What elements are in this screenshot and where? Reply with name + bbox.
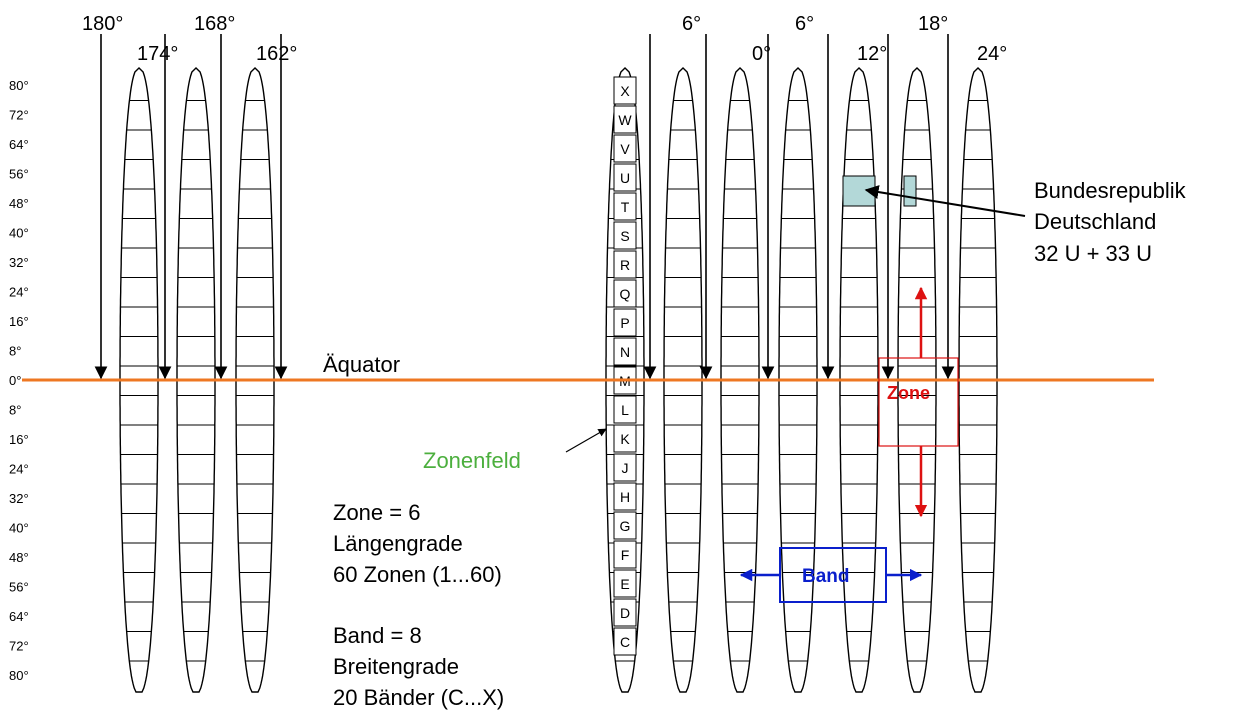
legend-zone-line-3: 60 Zonen (1...60) [333, 562, 502, 587]
band-letter-box [613, 76, 637, 105]
latitude-label: 16° [9, 432, 29, 447]
longitude-arrows [94, 34, 955, 380]
longitude-label: 6° [795, 13, 814, 35]
latitude-label: 64° [9, 609, 29, 624]
band-letter: T [621, 199, 630, 215]
band-letter-box [613, 134, 637, 163]
legend-zone-line-2: Längengrade [333, 531, 463, 556]
band-letter: C [620, 634, 630, 650]
latitude-label: 16° [9, 314, 29, 329]
longitude-label: 168° [194, 13, 235, 35]
latitude-label: 64° [9, 137, 29, 152]
longitude-label: 12° [857, 43, 887, 65]
latitude-label: 48° [9, 550, 29, 565]
latitude-label: 40° [9, 226, 29, 241]
band-letter: V [620, 141, 630, 157]
latitude-label: 40° [9, 521, 29, 536]
zone-annotation-box [878, 357, 959, 447]
longitude-label: 180° [82, 13, 123, 35]
band-letter-box [613, 453, 637, 482]
germany-callout-line-1: Bundesrepublik [1034, 178, 1187, 203]
zone-annotation-label: Zone [887, 383, 930, 403]
legend-band-line-3: 20 Bänder (C...X) [333, 685, 504, 710]
band-letter: Q [620, 286, 631, 302]
band-letter-box [613, 424, 637, 453]
band-letter: F [621, 547, 630, 563]
band-letter-box [613, 337, 637, 366]
latitude-label: 8° [9, 344, 21, 359]
band-letter-box [613, 221, 637, 250]
latitude-label: 80° [9, 668, 29, 683]
germany-zone-33u [903, 175, 917, 207]
zonenfeld-label: Zonenfeld [423, 448, 521, 473]
latitude-label: 56° [9, 580, 29, 595]
band-letter: W [618, 112, 632, 128]
longitude-label: 18° [918, 13, 948, 35]
band-letter-box [613, 279, 637, 308]
band-letter: D [620, 605, 630, 621]
legend-band-line-1: Band = 8 [333, 623, 422, 648]
band-letter: K [620, 431, 630, 447]
band-letter-box [613, 569, 637, 598]
latitude-label: 24° [9, 462, 29, 477]
latitude-label: 0° [9, 373, 21, 388]
latitude-label: 24° [9, 285, 29, 300]
band-letter-box [613, 627, 637, 656]
band-letter-column: XWVUTSRQPNMLKJHGFEDC [613, 76, 637, 656]
latitude-label: 32° [9, 491, 29, 506]
band-letter: R [620, 257, 630, 273]
band-letter-box [613, 395, 637, 424]
zonenfeld-pointer-arrow [565, 428, 607, 453]
band-letter: S [620, 228, 629, 244]
longitude-label: 0° [752, 43, 771, 65]
band-letter: E [620, 576, 629, 592]
band-letter-box [613, 598, 637, 627]
latitude-label: 72° [9, 639, 29, 654]
germany-pointer-arrow [864, 185, 1026, 217]
legend-band-line-2: Breitengrade [333, 654, 459, 679]
latitude-label: 72° [9, 108, 29, 123]
longitude-label: 6° [682, 13, 701, 35]
band-letter: G [620, 518, 631, 534]
band-letter: P [620, 315, 629, 331]
longitude-label: 24° [977, 43, 1007, 65]
band-letter: U [620, 170, 630, 186]
latitude-label: 32° [9, 255, 29, 270]
latitude-label: 56° [9, 167, 29, 182]
latitude-label: 80° [9, 78, 29, 93]
band-letter: X [620, 83, 630, 99]
latitude-label: 48° [9, 196, 29, 211]
band-letter-box [613, 163, 637, 192]
band-letter-box [613, 192, 637, 221]
band-letter-box [613, 250, 637, 279]
germany-callout-line-3: 32 U + 33 U [1034, 241, 1152, 266]
band-letter: H [620, 489, 630, 505]
band-letter-box [613, 105, 637, 134]
longitude-label: 174° [137, 43, 178, 65]
germany-callout-line-2: Deutschland [1034, 209, 1156, 234]
band-letter-box [613, 540, 637, 569]
band-letter: N [620, 344, 630, 360]
band-letter-box [613, 511, 637, 540]
legend-zone-line-1: Zone = 6 [333, 500, 420, 525]
longitude-label: 162° [256, 43, 297, 65]
band-letter-box [613, 482, 637, 511]
equator-label: Äquator [323, 352, 400, 377]
band-letter-box [613, 308, 637, 337]
latitude-labels: 80° 72° 64° 56° 48° 40° 32° 24° 16° 8° 0° 8° 16° 24° 3… [9, 78, 29, 683]
latitude-label: 8° [9, 403, 21, 418]
longitude-labels: 180° 174° 168° 162° 6° 0° 6° 12° 18° 24° [82, 13, 1007, 65]
band-letter: L [621, 402, 629, 418]
band-letter: J [622, 460, 629, 476]
band-annotation-label: Band [802, 566, 850, 587]
